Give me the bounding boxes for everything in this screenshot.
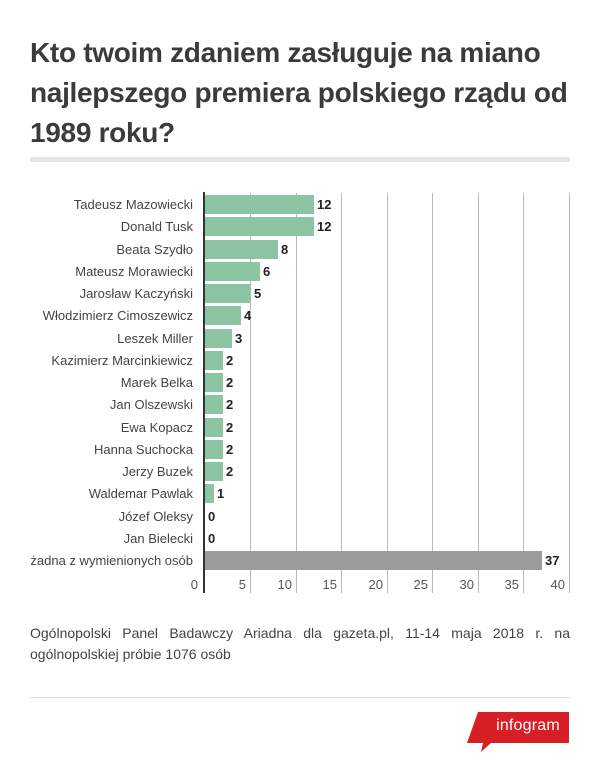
value-label: 2 — [226, 442, 234, 457]
value-label: 12 — [317, 219, 332, 234]
gridline — [523, 193, 524, 593]
gridline — [387, 193, 388, 593]
chart-title-line-3: 1989 roku? — [30, 117, 175, 148]
x-tick-label: 15 — [322, 577, 337, 592]
category-label: Józef Oleksy — [118, 509, 193, 524]
value-label: 8 — [281, 242, 289, 257]
bar — [205, 373, 223, 392]
value-label: 5 — [254, 286, 262, 301]
value-label: 2 — [226, 397, 234, 412]
value-label: 2 — [226, 353, 234, 368]
category-label: Waldemar Pawlak — [88, 486, 193, 501]
bar — [205, 284, 251, 303]
gridline — [296, 193, 297, 593]
bar — [205, 306, 241, 325]
bar — [205, 418, 223, 437]
bar — [205, 351, 223, 370]
category-label: Marek Belka — [120, 375, 193, 390]
gridline — [569, 193, 570, 593]
category-label: Donald Tusk — [120, 219, 193, 234]
bar — [205, 240, 278, 259]
x-tick-label: 35 — [504, 577, 519, 592]
chart-title-line-2: najlepszego premiera polskiego rządu od — [30, 77, 568, 108]
value-label: 4 — [244, 308, 252, 323]
footer-divider — [30, 697, 570, 698]
bar — [205, 395, 223, 414]
value-label: 3 — [235, 331, 243, 346]
value-label: 6 — [263, 264, 271, 279]
bar — [205, 217, 314, 236]
category-label: Jerzy Buzek — [122, 464, 193, 479]
x-tick-label: 25 — [413, 577, 428, 592]
category-label: Tadeusz Mazowiecki — [73, 197, 193, 212]
category-label: Leszek Miller — [117, 331, 193, 346]
chart-title: Kto twoim zdaniem zasługuje na miano naj… — [30, 33, 575, 153]
category-label: Włodzimierz Cimoszewicz — [42, 308, 193, 323]
infogram-logo-text: infogram — [496, 717, 560, 734]
x-tick-label: 5 — [238, 577, 246, 592]
title-divider — [30, 157, 570, 162]
x-tick-label: 30 — [459, 577, 474, 592]
value-label: 2 — [226, 464, 234, 479]
y-axis-line — [203, 192, 205, 593]
source-note: Ogólnopolski Panel Badawczy Ariadna dla … — [30, 625, 570, 662]
category-label: żadna z wymienionych osób — [30, 553, 193, 568]
bar-chart: Tadeusz Mazowiecki 12 Donald Tusk 12 Beata S… — [30, 192, 570, 593]
value-label: 1 — [217, 486, 225, 501]
x-tick-label: 10 — [277, 577, 292, 592]
infogram-flag-icon — [467, 712, 569, 752]
bar — [205, 484, 214, 503]
gridline — [478, 193, 479, 593]
value-label: 0 — [208, 531, 216, 546]
x-tick-label: 0 — [190, 577, 198, 592]
category-label: Kazimierz Marcinkiewicz — [51, 353, 193, 368]
bar — [205, 462, 223, 481]
bar — [205, 329, 232, 348]
bar — [205, 440, 223, 459]
category-label: Jarosław Kaczyński — [79, 286, 193, 301]
gridline — [250, 193, 251, 593]
x-tick-label: 20 — [368, 577, 383, 592]
gridline — [341, 193, 342, 593]
category-label: Ewa Kopacz — [120, 420, 193, 435]
value-label: 2 — [226, 420, 234, 435]
category-label: Mateusz Morawiecki — [75, 264, 193, 279]
chart-title-line-1: Kto twoim zdaniem zasługuje na miano — [30, 37, 541, 68]
category-label: Jan Bielecki — [123, 531, 193, 546]
bar — [205, 195, 314, 214]
value-label: 37 — [545, 553, 560, 568]
infogram-logo-link[interactable]: infogram — [460, 708, 575, 758]
value-label: 2 — [226, 375, 234, 390]
x-tick-label: 40 — [550, 577, 565, 592]
bar — [205, 551, 542, 570]
value-label: 0 — [208, 509, 216, 524]
value-label: 12 — [317, 197, 332, 212]
bar — [205, 262, 260, 281]
category-label: Beata Szydło — [116, 242, 193, 257]
category-label: Hanna Suchocka — [93, 442, 193, 457]
gridline — [432, 193, 433, 593]
category-label: Jan Olszewski — [109, 397, 193, 412]
